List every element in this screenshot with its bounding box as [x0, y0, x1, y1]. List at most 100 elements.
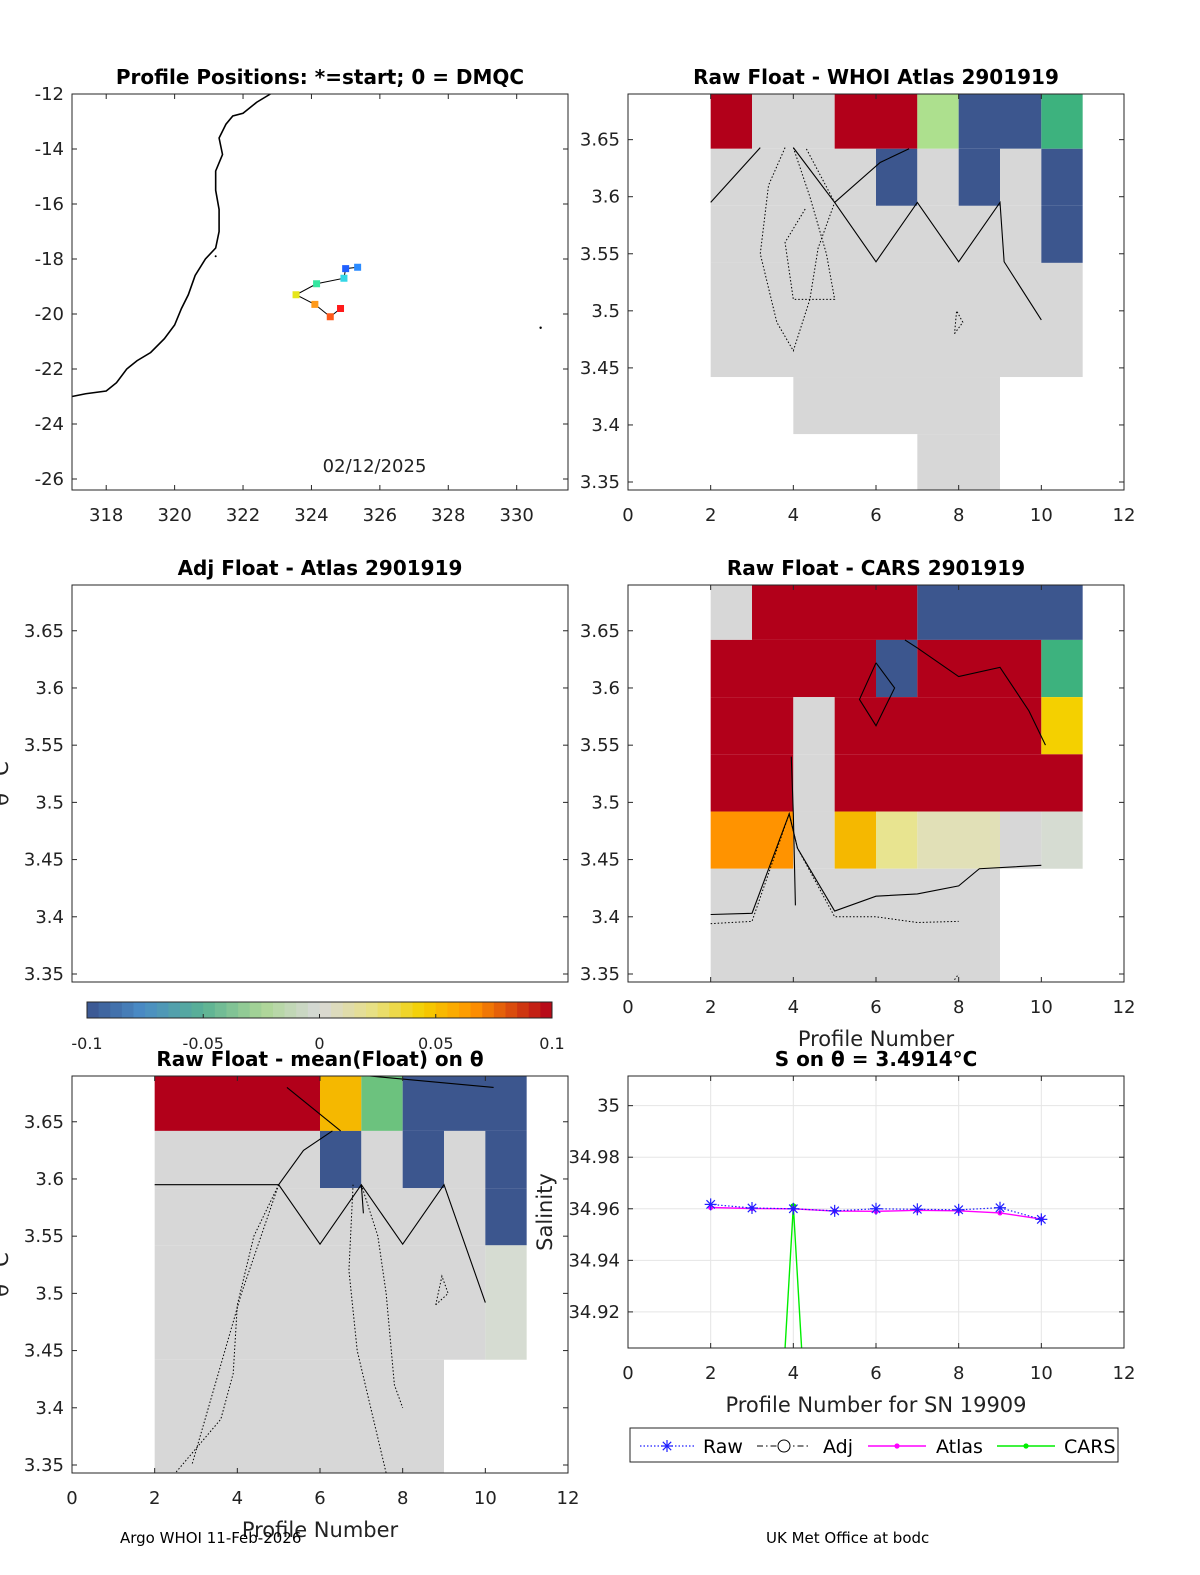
heat-cell	[834, 811, 876, 869]
colorbar-segment	[203, 1002, 216, 1018]
contour-dotted	[348, 1184, 387, 1474]
contour-dotted	[435, 1274, 449, 1306]
heat-cell	[834, 94, 918, 149]
x-tick-label: 326	[363, 505, 397, 526]
x-tick-label: 6	[870, 1363, 881, 1384]
axes-whoi: Raw Float - WHOI Atlas 2901919 0 2 4 6 8 10 12 3…	[580, 65, 1136, 526]
y-tick-label: 3.4	[35, 1398, 64, 1419]
y-tick-label: 3.6	[35, 1169, 64, 1190]
y-tick-label: 3.65	[24, 621, 64, 642]
x-tick-label: 2	[149, 1488, 160, 1509]
heat-cell	[752, 94, 835, 149]
float-track	[294, 266, 358, 318]
heat-cell	[485, 1130, 527, 1189]
profile-marker	[313, 280, 321, 288]
contour-dotted	[954, 973, 960, 981]
panel-title-salinity: S on θ = 3.4914°C	[775, 1047, 978, 1071]
x-tick-label: 10	[474, 1488, 497, 1509]
x-axis-label: Profile Number	[798, 1027, 955, 1051]
profile-marker	[342, 265, 350, 273]
axes-adj: Adj Float - Atlas 2901919 3.35 3.4 3.45 3.5 3…	[0, 556, 569, 985]
x-tick-label: 8	[953, 997, 964, 1018]
y-tick-label: 3.4	[591, 415, 620, 436]
heat-cell	[752, 585, 918, 640]
x-tick-label: 4	[788, 505, 799, 526]
contour-solid	[710, 147, 761, 203]
profile-marker	[340, 274, 348, 282]
x-tick-label: 12	[1113, 505, 1136, 526]
x-tick-label: 6	[870, 505, 881, 526]
colorbar-segment	[238, 1002, 251, 1018]
colorbar-segment	[261, 1002, 274, 1018]
raw-marker	[747, 1203, 757, 1213]
colorbar-segment	[493, 1002, 506, 1018]
heat-cell	[793, 754, 835, 812]
y-tick-label: 3.6	[591, 678, 620, 699]
x-tick-label: 6	[870, 997, 881, 1018]
y-tick-label: 3.5	[591, 301, 620, 322]
colorbar-segment	[133, 1002, 146, 1018]
heat-cell	[917, 811, 1000, 869]
colorbar-tick-label: -0.1	[71, 1034, 102, 1053]
y-tick-label: 3.35	[580, 964, 620, 985]
x-tick-label: 10	[1030, 505, 1053, 526]
y-tick-label: -18	[35, 249, 64, 270]
heat-cell	[793, 811, 835, 869]
heat-cell	[793, 377, 1000, 435]
y-tick-label: -24	[35, 414, 64, 435]
heat-cell	[154, 1188, 486, 1246]
heat-cell	[1041, 94, 1083, 149]
contour-dotted	[954, 309, 964, 334]
heat-cell	[1000, 148, 1042, 206]
heat-cell	[793, 697, 835, 755]
colorbar-segment	[447, 1002, 460, 1018]
y-tick-label: 34.94	[568, 1250, 620, 1271]
raw-marker	[662, 1441, 672, 1451]
legend-label-atlas: Atlas	[936, 1436, 983, 1458]
panel-title-adj: Adj Float - Atlas 2901919	[178, 556, 463, 580]
x-tick-label: 324	[294, 505, 328, 526]
x-tick-label: 320	[157, 505, 191, 526]
colorbar-segment	[98, 1002, 111, 1018]
colorbar-segment	[435, 1002, 448, 1018]
heat-cell	[710, 94, 752, 149]
colorbar-segment	[145, 1002, 158, 1018]
contour-solid	[792, 147, 910, 204]
contour-dotted	[360, 1184, 404, 1408]
heat-cell	[1000, 811, 1042, 869]
colorbar-segment	[249, 1002, 262, 1018]
colorbar-segment	[505, 1002, 518, 1018]
y-tick-label: 3.4	[35, 907, 64, 928]
raw-marker	[912, 1204, 922, 1214]
colorbar-tick-label: 0	[314, 1034, 324, 1053]
profile-marker	[311, 300, 319, 308]
y-tick-label: 3.35	[580, 472, 620, 493]
coastline	[71, 93, 271, 398]
island-dot	[214, 255, 217, 258]
colorbar-segment	[87, 1002, 100, 1018]
x-tick-label: 318	[89, 505, 123, 526]
heat-cell	[320, 1130, 362, 1189]
colorbar-tick-label: -0.05	[183, 1034, 224, 1053]
x-tick-label: 2	[705, 997, 716, 1018]
heat-cell	[320, 1076, 362, 1131]
heat-cell	[917, 94, 959, 149]
heat-cell	[917, 434, 1000, 490]
axes-salinity: S on θ = 3.4914°C 0 2 4 6 8 10 12 34.92 34.94 34.9…	[533, 1047, 1135, 1417]
contour-dotted	[710, 812, 959, 925]
legend-box	[629, 1427, 1119, 1463]
y-tick-label: 3.55	[24, 1226, 64, 1247]
colorbar-segment	[366, 1002, 379, 1018]
colorbar-segment	[424, 1002, 437, 1018]
colorbar-segment	[389, 1002, 402, 1018]
contour-dotted	[759, 147, 836, 352]
x-tick-label: 12	[557, 1488, 580, 1509]
colorbar-segment	[319, 1002, 332, 1018]
x-tick-label: 10	[1030, 1363, 1053, 1384]
axes-cars: Raw Float - CARS 2901919 0 2 4 6 8 10 12 3.35 3.4…	[580, 556, 1136, 1051]
heat-cell	[710, 148, 876, 206]
heat-cell	[917, 639, 1042, 698]
colorbar-segment	[110, 1002, 123, 1018]
heat-cell	[710, 205, 1042, 263]
profile-marker	[354, 263, 362, 271]
